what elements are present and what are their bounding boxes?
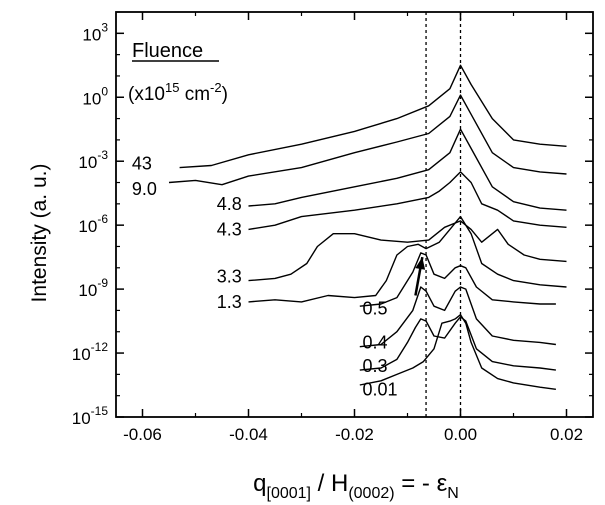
x-tick-label: -0.04 bbox=[229, 425, 268, 444]
axis-ticks bbox=[116, 11, 593, 418]
series-label: 0.01 bbox=[362, 379, 397, 399]
legend-unit: (x1015 cm-2) bbox=[128, 80, 228, 105]
series-label: 0.3 bbox=[362, 356, 387, 376]
arrow-head bbox=[415, 257, 426, 270]
reference-lines bbox=[425, 12, 462, 417]
y-tick-label: 10-9 bbox=[78, 276, 108, 300]
y-tick-label: 10-6 bbox=[78, 212, 108, 236]
y-tick-label: 100 bbox=[82, 84, 108, 108]
y-tick-label: 10-15 bbox=[72, 404, 109, 428]
arrow-annotation bbox=[414, 256, 426, 296]
x-axis-label: q[0001] / H(0002) = - εN bbox=[253, 470, 459, 502]
x-tick-label: 0.02 bbox=[550, 425, 583, 444]
data-curves bbox=[168, 64, 567, 390]
series-curve bbox=[359, 252, 556, 307]
series-labels: 43 9.0 4.8 4.3 3.3 1.3 0.5 0.4 0.3 0.01 bbox=[132, 153, 398, 399]
series-curve bbox=[248, 215, 567, 303]
x-tick-label: 0.00 bbox=[444, 425, 477, 444]
series-curve bbox=[248, 171, 567, 231]
x-tick-label: -0.02 bbox=[335, 425, 374, 444]
series-label: 4.8 bbox=[217, 194, 242, 214]
series-curve bbox=[359, 286, 556, 348]
plot-frame bbox=[115, 11, 594, 418]
y-tick-label: 10-3 bbox=[78, 148, 108, 172]
y-axis-label: Intensity (a. u.) bbox=[28, 164, 51, 303]
series-curve bbox=[359, 316, 556, 371]
legend-title: Fluence bbox=[132, 40, 203, 62]
series-curve bbox=[248, 220, 567, 282]
series-curve bbox=[179, 64, 567, 169]
x-tick-label: -0.06 bbox=[123, 425, 162, 444]
series-curve bbox=[168, 94, 567, 186]
series-label: 1.3 bbox=[217, 292, 242, 312]
series-label: 0.4 bbox=[362, 332, 387, 352]
series-label: 0.5 bbox=[362, 298, 387, 318]
series-curve bbox=[248, 128, 567, 211]
series-curve bbox=[359, 314, 556, 390]
series-label: 3.3 bbox=[217, 266, 242, 286]
tick-labels: -0.06 -0.04 -0.02 0.00 0.02 103 100 10-3 10-6 10-… bbox=[72, 20, 583, 444]
series-label: 4.3 bbox=[217, 219, 242, 239]
series-label: 9.0 bbox=[132, 179, 157, 199]
series-label: 43 bbox=[132, 153, 152, 173]
y-tick-label: 10-12 bbox=[72, 340, 109, 364]
y-tick-label: 103 bbox=[82, 20, 108, 44]
